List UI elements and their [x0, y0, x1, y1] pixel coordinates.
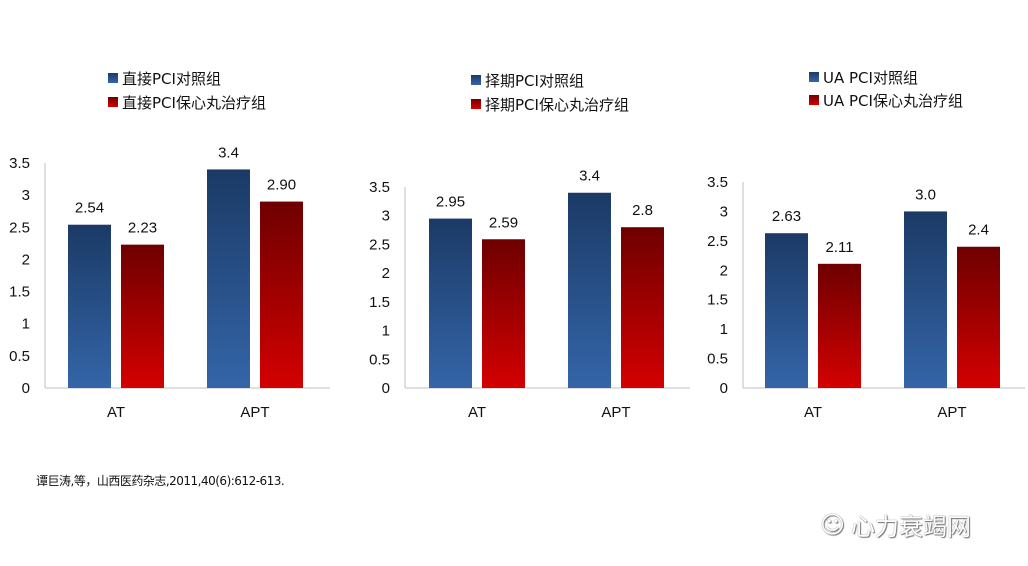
- y-tick-label: 0.5: [707, 351, 728, 368]
- bar-APT-series-1: [207, 169, 250, 388]
- y-tick-label: 2.5: [707, 233, 728, 250]
- data-label: 2.90: [267, 177, 296, 194]
- citation: 谭巨涛,等，山西医药杂志,2011,40(6):612-613.: [36, 474, 285, 488]
- data-label: 3.0: [915, 186, 936, 203]
- watermark-text: 心力衰竭网: [851, 513, 972, 541]
- data-label: 2.95: [436, 194, 465, 211]
- legend-label: UA PCI保心丸治疗组: [823, 92, 963, 110]
- y-tick-label: 1: [720, 321, 728, 338]
- data-label: 3.4: [579, 168, 600, 185]
- data-label: 2.54: [75, 200, 104, 217]
- y-tick-label: 3: [720, 203, 728, 220]
- x-tick-label: APT: [240, 404, 269, 421]
- y-tick-label: 1: [382, 323, 390, 340]
- y-tick-label: 2: [720, 262, 728, 279]
- data-label: 2.23: [128, 220, 157, 237]
- data-label: 2.4: [968, 222, 989, 239]
- y-tick-label: 3.5: [707, 174, 728, 191]
- bar-APT-series-2: [957, 246, 1000, 388]
- y-tick-label: 3.5: [9, 155, 30, 172]
- legend-label: 择期PCI对照组: [485, 72, 584, 90]
- y-tick-label: 3: [22, 187, 30, 204]
- wechat-icon: ☺: [820, 510, 846, 539]
- legend-swatch: [809, 72, 819, 82]
- y-tick-label: 2.5: [9, 219, 30, 236]
- y-tick-label: 0: [720, 380, 728, 397]
- y-tick-label: 2: [382, 265, 390, 282]
- chart-2: 0 0.5 1 1.5 2 2.5 3 3.5 AT APT 2.95 3.4 择期PCI对照组 2.59…: [369, 72, 690, 421]
- data-label: 2.8: [632, 202, 653, 219]
- data-label: 3.4: [218, 144, 239, 161]
- chart-1: 0 0.5 1 1.5 2 2.5 3 3.5 AT APT 2.54 3.4 直接PCI对照组 2.23…: [9, 70, 330, 421]
- y-tick-label: 2.5: [369, 236, 390, 253]
- legend-swatch: [471, 99, 481, 109]
- data-label: 2.11: [825, 239, 853, 256]
- legend-label: 择期PCI保心丸治疗组: [485, 96, 629, 114]
- legend-swatch: [471, 75, 481, 85]
- y-tick-label: 2: [22, 251, 30, 268]
- bar-APT-series-2: [260, 201, 303, 388]
- y-tick-label: 0.5: [9, 348, 30, 365]
- bar-APT-series-2: [621, 227, 664, 388]
- bar-AT-series-2: [121, 244, 164, 388]
- y-tick-label: 1: [22, 316, 30, 333]
- bar-AT-series-2: [818, 263, 861, 388]
- x-tick-label: AT: [468, 404, 486, 421]
- legend-label: 直接PCI保心丸治疗组: [122, 94, 266, 112]
- x-tick-label: AT: [107, 404, 125, 421]
- y-tick-label: 1.5: [707, 292, 728, 309]
- x-tick-label: AT: [804, 404, 822, 421]
- legend-swatch: [108, 97, 118, 107]
- y-tick-label: 3: [382, 208, 390, 225]
- x-tick-label: APT: [937, 404, 966, 421]
- bar-APT-series-1: [904, 211, 947, 388]
- chart-3: 0 0.5 1 1.5 2 2.5 3 3.5 AT APT 2.63 3.0 UA PCI对照组 2.1…: [707, 69, 1025, 421]
- y-tick-label: 1.5: [369, 294, 390, 311]
- y-tick-label: 0: [22, 380, 30, 397]
- bar-AT-series-1: [429, 218, 472, 388]
- legend-label: UA PCI对照组: [823, 69, 918, 87]
- bar-AT-series-1: [765, 233, 808, 388]
- legend-swatch: [108, 73, 118, 83]
- bar-AT-series-2: [482, 239, 525, 388]
- data-label: 2.63: [772, 208, 801, 225]
- data-label: 2.59: [489, 214, 518, 231]
- y-tick-label: 0: [382, 380, 390, 397]
- legend-swatch: [809, 95, 819, 105]
- y-tick-label: 3.5: [369, 179, 390, 196]
- legend-label: 直接PCI对照组: [122, 70, 221, 88]
- y-tick-label: 1.5: [9, 284, 30, 301]
- bar-AT-series-1: [68, 224, 111, 388]
- x-tick-label: APT: [601, 404, 630, 421]
- y-tick-label: 0.5: [369, 351, 390, 368]
- watermark: ☺ 心力衰竭网: [820, 507, 971, 542]
- bar-APT-series-1: [568, 192, 611, 388]
